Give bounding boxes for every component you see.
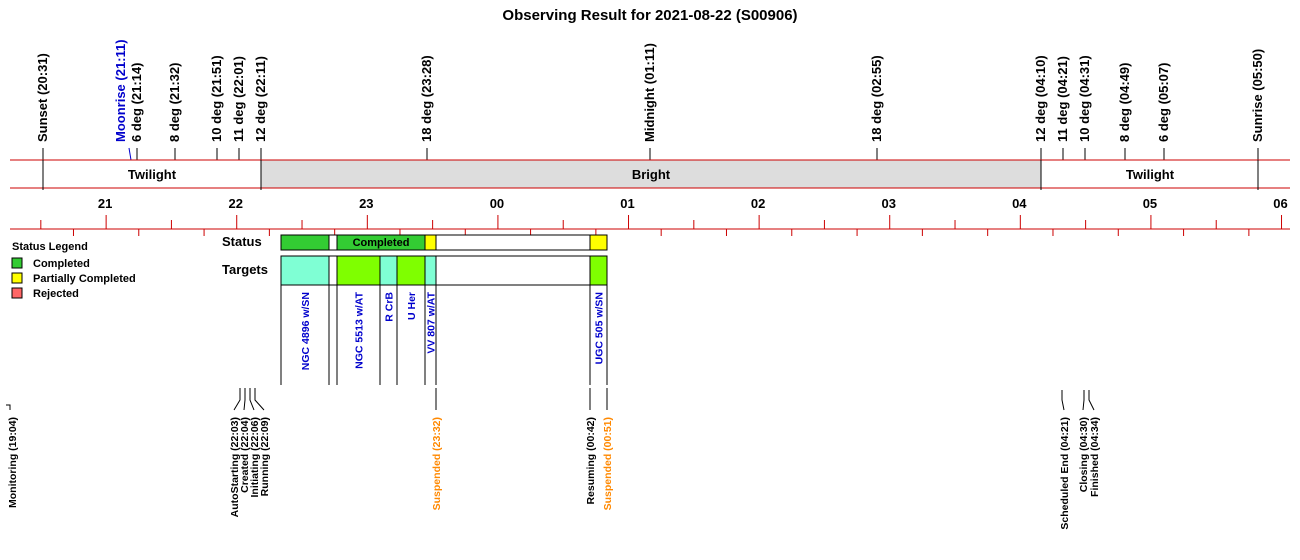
event-label: 12 deg (22:11) [253,56,268,142]
monitoring-mark [6,404,11,410]
event-label: Midnight (01:11) [642,43,657,142]
target-label: R CrB [384,292,396,322]
target-label: NGC 4896 w/SN [300,292,312,370]
status-row-label: Status [222,234,262,249]
event-label: 11 deg (22:01) [231,56,246,142]
event-markers: Sunset (20:31) Moonrise (21:11) 6 deg (21:… [35,39,1265,161]
legend-swatch [11,287,23,299]
hour-label: 06 [1273,196,1287,211]
event-label: 12 deg (04:10) [1033,55,1048,142]
hour-label: 23 [359,196,373,211]
bright-fill [261,160,1041,188]
event-label: Sunrise (05:50) [1250,49,1265,142]
log-leader [1082,390,1085,411]
log-label: Resuming (00:42) [585,417,597,505]
log-label: Scheduled End (04:21) [1059,417,1071,530]
chart-title: Observing Result for 2021-08-22 (S00906) [502,7,797,24]
log-label: Running (22:09) [259,417,271,496]
hour-label: 21 [98,196,112,211]
event-label: 18 deg (02:55) [869,55,884,142]
log-label: Finished (04:34) [1089,417,1101,497]
event-label: Sunset (20:31) [35,53,50,142]
legend-swatch [11,272,23,284]
hour-label: 22 [228,196,242,211]
event-label: 18 deg (23:28) [419,55,434,142]
log-leader [1061,390,1065,411]
status-segment [424,234,437,251]
status-legend: Status Legend Completed Partially Complet… [11,241,136,300]
log-leader [233,388,241,411]
log-markers: Monitoring (19:04) AutoStarting (22:03)Cr… [6,388,1101,530]
target-block [379,255,398,286]
hour-label: 01 [620,196,634,211]
log-leader [1088,390,1095,411]
event-label: 11 deg (04:21) [1055,56,1070,142]
log-label: Initiating (22:06) [249,417,261,498]
period-band: Twilight Bright Twilight [10,159,1290,190]
log-label: Suspended (00:51) [602,417,614,510]
status-segment-label: Completed [353,237,410,249]
legend-item-label: Rejected [33,288,79,300]
hour-label: 00 [490,196,504,211]
legend-item-label: Completed [33,258,90,270]
legend-title: Status Legend [12,241,88,253]
period-label: Twilight [1126,167,1175,182]
log-label: Created (22:04) [239,417,251,493]
target-block [280,255,330,286]
status-segment [589,234,608,251]
log-label: Suspended (23:32) [431,417,443,510]
targets-row-label: Targets [222,262,268,277]
event-label: 10 deg (04:31) [1077,55,1092,142]
target-label: U Her [406,292,418,320]
hour-label: 04 [1012,196,1027,211]
moonrise-leader [128,147,132,161]
event-label: 8 deg (21:32) [167,63,182,142]
log-label: Monitoring (19:04) [7,417,19,508]
log-label: AutoStarting (22:03) [229,417,241,517]
status-segment [280,234,330,251]
hour-label: 03 [881,196,895,211]
target-block [396,255,426,286]
hour-label: 02 [751,196,765,211]
target-block [424,255,437,286]
period-label: Twilight [128,167,177,182]
period-label: Bright [632,167,671,182]
event-label: 8 deg (04:49) [1117,63,1132,142]
status-row: Completed [280,234,608,251]
log-leader [243,388,246,411]
log-leader [249,388,255,411]
log-leader [254,388,265,411]
event-label: Moonrise (21:11) [113,39,128,142]
event-label: 6 deg (21:14) [129,63,144,142]
target-label: UGC 505 w/SN [594,292,606,364]
status-segment [435,234,591,251]
hour-axis: 21 22 23 00 01 02 03 04 05 06 [10,196,1290,236]
target-block [589,255,608,286]
target-label: VV 807 w/AT [426,291,438,353]
legend-item-label: Partially Completed [33,273,136,285]
status-segment [328,234,338,251]
legend-swatch [11,257,23,269]
event-label: 10 deg (21:51) [209,55,224,142]
log-label: Closing (04:30) [1078,417,1090,492]
hour-label: 05 [1143,196,1157,211]
target-block [336,255,381,286]
target-block [435,255,591,286]
event-label: 6 deg (05:07) [1156,63,1171,142]
target-block [328,255,338,286]
target-label: NGC 5513 w/AT [354,291,366,368]
targets-row: NGC 4896 w/SN NGC 5513 w/AT R CrB U Her VV 8… [280,255,608,385]
